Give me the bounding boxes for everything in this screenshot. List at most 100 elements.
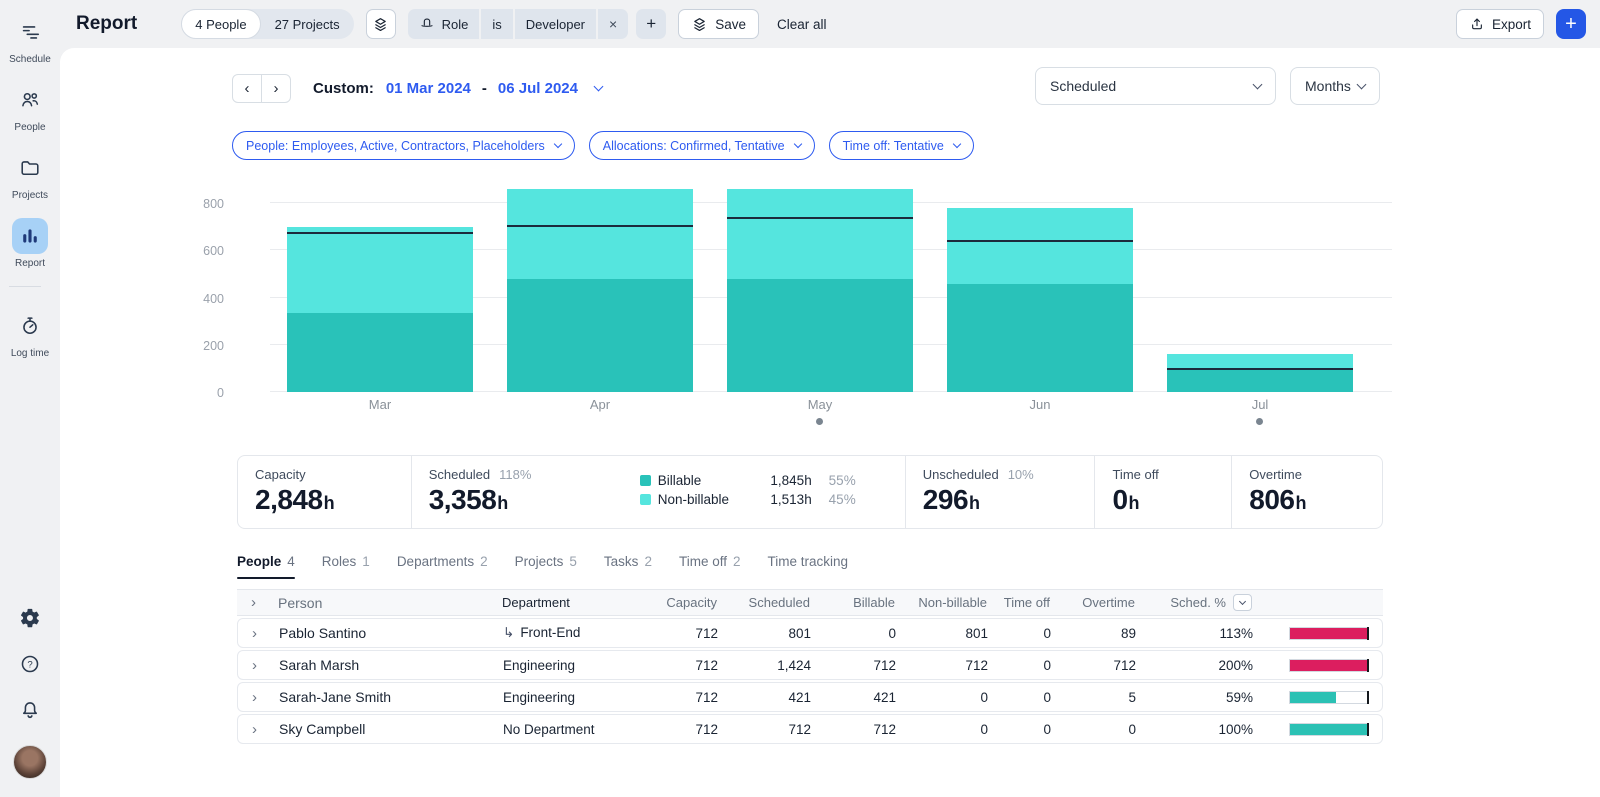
notifications-button[interactable] <box>19 699 41 721</box>
table-row[interactable]: › Sarah-Jane Smith Engineering 712 421 421 0 0 5… <box>237 682 1383 712</box>
non-billable-segment <box>287 226 473 313</box>
next-period-button[interactable]: › <box>261 73 291 103</box>
y-axis-tick-label: 400 <box>203 291 224 306</box>
people-scope-chip[interactable]: 4 People <box>181 9 261 39</box>
row-expand-chevron-icon[interactable]: › <box>252 656 257 674</box>
tab-departments[interactable]: Departments 2 <box>397 554 488 579</box>
sched-pct-options-button[interactable] <box>1233 594 1252 611</box>
saved-views-button[interactable] <box>365 9 396 39</box>
sidebar-item-projects[interactable]: Projects <box>9 150 51 201</box>
interval-select[interactable]: Months <box>1290 67 1380 105</box>
scheduled-cell: 421 <box>788 689 811 705</box>
sidebar-item-people[interactable]: People <box>9 82 51 133</box>
stacked-bar-jul[interactable] <box>1167 354 1353 392</box>
month-dot-marker <box>816 418 823 425</box>
sidebar-divider <box>9 286 42 287</box>
legend-item-billable: Billable 1,845h 55% <box>639 471 900 490</box>
expand-all-chevron-icon[interactable]: › <box>251 594 256 611</box>
notifications-icon <box>19 699 41 721</box>
sidebar-item-report[interactable]: Report <box>9 218 51 269</box>
top-bar: Report 4 People 27 Projects Role is Deve… <box>60 0 1600 48</box>
summary-card-unscheduled: Unscheduled 10% 296h <box>904 456 1095 528</box>
avatar[interactable] <box>13 745 47 779</box>
tab-time-off[interactable]: Time off 2 <box>679 554 741 579</box>
capacity-cell: 712 <box>695 657 718 673</box>
filter-field-chip[interactable]: Role <box>407 9 480 39</box>
date-controls: ‹ › Custom: 01 Mar 2024 - 06 Jul 2024 <box>232 73 604 103</box>
sidebar-item-schedule[interactable]: Schedule <box>9 14 51 65</box>
projects-scope-chip[interactable]: 27 Projects <box>274 16 340 32</box>
tab-people[interactable]: People 4 <box>237 554 295 579</box>
sched-pct-bar <box>1289 690 1369 704</box>
time-off-cell: 0 <box>1043 657 1051 673</box>
filter-remove-button[interactable]: × <box>598 9 629 39</box>
chevron-down-icon <box>553 139 563 148</box>
department-cell: ↳ Front-End <box>503 625 581 640</box>
sched-pct-bar <box>1289 626 1369 640</box>
stacked-bar-may[interactable] <box>727 188 913 392</box>
chart-month-apr <box>490 185 710 392</box>
add-filter-button[interactable]: + <box>636 9 667 39</box>
end-date-link[interactable]: 06 Jul 2024 <box>497 79 578 97</box>
time-off-cell: 0 <box>1043 721 1051 737</box>
overtime-cell: 0 <box>1128 721 1136 737</box>
tab-time-tracking[interactable]: Time tracking <box>767 554 848 579</box>
tab-label: Departments <box>396 554 475 569</box>
sched-pct-bar <box>1289 658 1369 672</box>
table-row[interactable]: › Pablo Santino ↳ Front-End 712 801 0 801 0 89 113… <box>237 618 1383 648</box>
column-header-person: Person <box>278 594 323 611</box>
tab-count: 2 <box>644 554 652 569</box>
settings-icon <box>19 607 41 629</box>
tab-label: Time off <box>678 554 727 569</box>
table-row[interactable]: › Sarah Marsh Engineering 712 1,424 712 712 0 71… <box>237 650 1383 680</box>
department-cell: Engineering <box>503 689 576 705</box>
table-row[interactable]: › Sky Campbell No Department 712 712 712 0 0 0 10… <box>237 714 1383 744</box>
column-header-label: Sched. % <box>1170 595 1226 610</box>
x-axis-month-label: May <box>807 397 833 412</box>
save-label: Save <box>715 16 746 32</box>
add-new-button[interactable]: + <box>1556 9 1586 39</box>
scheduled-hours-chart: 0 200 400 600 800 Mar Apr May Jun Jul <box>203 185 1460 435</box>
filter-pill-1[interactable]: Allocations: Confirmed, Tentative <box>588 131 815 160</box>
tab-projects[interactable]: Projects 5 <box>515 554 577 579</box>
settings-button[interactable] <box>19 607 41 629</box>
legend-hours: 1,513h <box>770 492 812 507</box>
chevron-down-icon <box>793 139 802 148</box>
stacked-bar-apr[interactable] <box>507 188 693 392</box>
non-billable-segment <box>727 188 913 279</box>
start-date-link[interactable]: 01 Mar 2024 <box>385 79 471 97</box>
save-button[interactable]: Save <box>678 9 759 39</box>
stacked-bar-jun[interactable] <box>947 208 1133 392</box>
tab-count: 5 <box>569 554 577 569</box>
metric-select[interactable]: Scheduled <box>1035 67 1276 105</box>
tab-tasks[interactable]: Tasks 2 <box>604 554 652 579</box>
row-expand-chevron-icon[interactable]: › <box>252 688 257 706</box>
x-axis-month-label: Apr <box>589 397 611 412</box>
filter-value-chip[interactable]: Developer <box>514 9 597 39</box>
non-billable-cell: 0 <box>980 721 988 737</box>
filter-pill-0[interactable]: People: Employees, Active, Contractors, … <box>232 131 575 160</box>
tab-count: 1 <box>362 554 370 569</box>
sched-pct-bar <box>1289 722 1369 736</box>
filter-operator-chip[interactable]: is <box>481 9 513 39</box>
export-label: Export <box>1491 16 1531 32</box>
scope-toggle: 4 People 27 Projects <box>181 9 354 39</box>
filter-pill-2[interactable]: Time off: Tentative <box>828 131 974 160</box>
prev-period-button[interactable]: ‹ <box>232 73 262 103</box>
export-button[interactable]: Export <box>1455 9 1544 39</box>
people-icon <box>12 82 48 118</box>
row-expand-chevron-icon[interactable]: › <box>252 624 257 642</box>
tab-roles[interactable]: Roles 1 <box>322 554 370 579</box>
help-button[interactable]: ? <box>19 653 41 675</box>
column-header-time-off: Time off <box>1003 595 1050 610</box>
custom-range-label: Custom: <box>313 79 374 97</box>
chart-plot-area: 0 200 400 600 800 Mar Apr May Jun Jul <box>203 185 1392 425</box>
sidebar-item-log-time[interactable]: Log time <box>9 308 51 359</box>
summary-card-header: Capacity <box>255 467 411 482</box>
date-range-chevron-icon[interactable] <box>593 81 604 91</box>
clear-all-button[interactable]: Clear all <box>776 16 827 32</box>
summary-card-percent: 118% <box>499 467 532 482</box>
stacked-bar-mar[interactable] <box>287 226 473 392</box>
row-expand-chevron-icon[interactable]: › <box>252 720 257 738</box>
chevron-down-icon <box>952 139 962 148</box>
